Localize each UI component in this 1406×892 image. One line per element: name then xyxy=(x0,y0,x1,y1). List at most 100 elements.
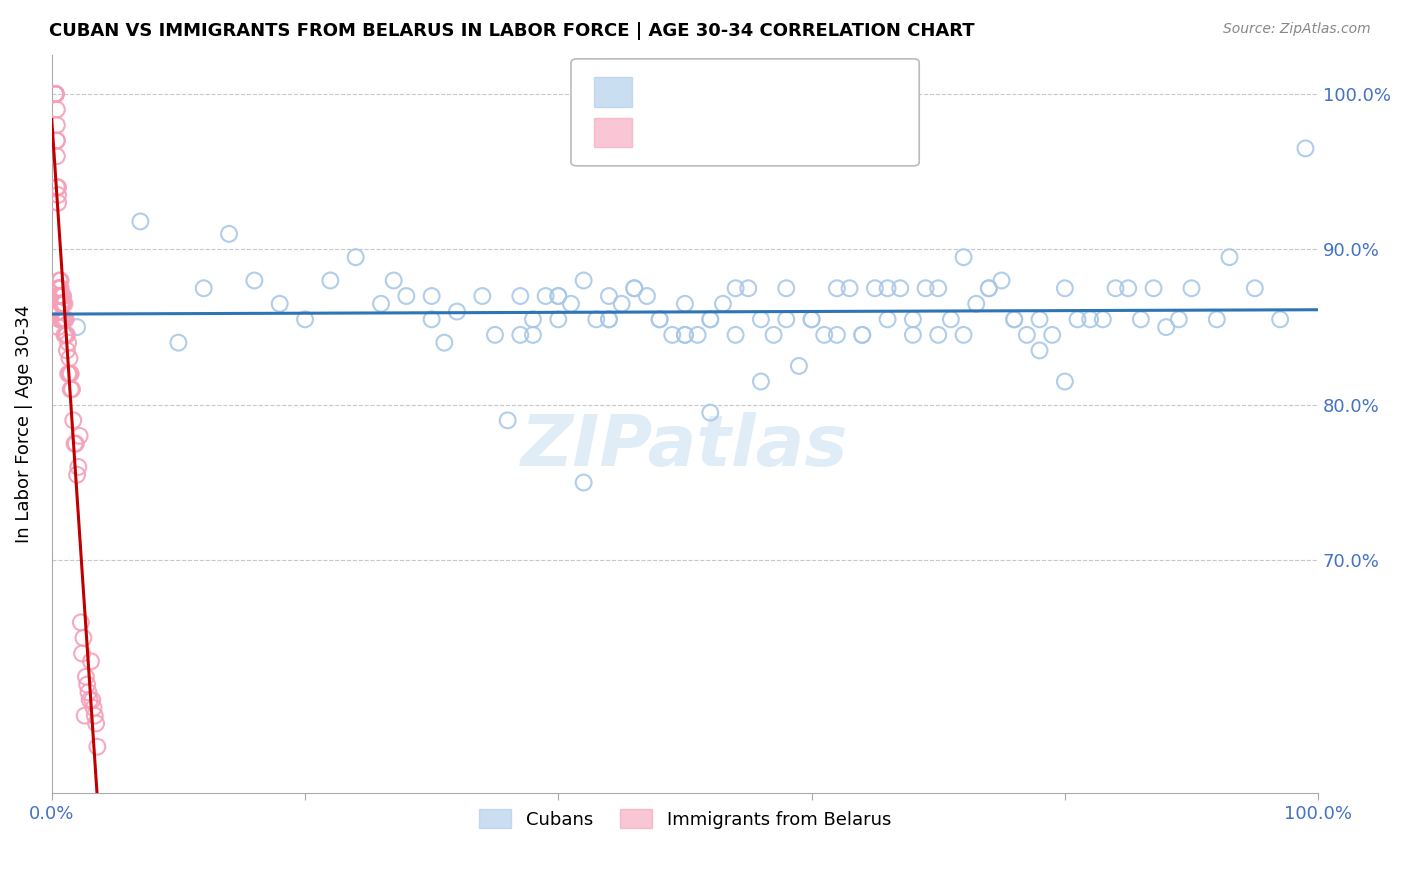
Point xyxy=(58,367,80,381)
Point xyxy=(927,327,949,342)
Point xyxy=(420,289,443,303)
Point xyxy=(1002,312,1025,326)
Point xyxy=(825,327,848,342)
Point xyxy=(673,327,696,342)
Point xyxy=(48,304,70,318)
Text: Source: ZipAtlas.com: Source: ZipAtlas.com xyxy=(1223,22,1371,37)
Point xyxy=(547,312,569,326)
FancyBboxPatch shape xyxy=(593,78,631,107)
Point xyxy=(63,436,86,450)
Point xyxy=(939,312,962,326)
Point xyxy=(560,297,582,311)
Point xyxy=(598,312,620,326)
Point xyxy=(72,631,94,645)
Point xyxy=(46,281,69,295)
Point xyxy=(547,289,569,303)
Point xyxy=(598,312,620,326)
Point xyxy=(699,312,721,326)
Point xyxy=(45,118,67,132)
Text: N =  72: N = 72 xyxy=(786,114,855,132)
Point xyxy=(70,647,93,661)
Point xyxy=(53,297,76,311)
Point xyxy=(48,281,70,295)
Point xyxy=(800,312,823,326)
Point xyxy=(598,289,620,303)
Point xyxy=(56,343,79,358)
Point xyxy=(46,195,69,210)
Point xyxy=(51,297,73,311)
Point xyxy=(648,312,671,326)
Point xyxy=(49,312,72,326)
Point xyxy=(51,312,73,326)
Point xyxy=(471,289,494,303)
Legend: Cubans, Immigrants from Belarus: Cubans, Immigrants from Belarus xyxy=(471,802,898,836)
Point xyxy=(1078,312,1101,326)
Point xyxy=(370,297,392,311)
Point xyxy=(825,281,848,295)
Point xyxy=(76,677,98,691)
Point xyxy=(927,281,949,295)
Point xyxy=(46,289,69,303)
Text: ZIPatlas: ZIPatlas xyxy=(522,412,849,481)
Point xyxy=(84,716,107,731)
Point xyxy=(48,312,70,326)
Point xyxy=(1205,312,1227,326)
Point xyxy=(49,289,72,303)
Point xyxy=(45,103,67,117)
Point xyxy=(711,297,734,311)
Point xyxy=(59,367,82,381)
Point xyxy=(86,739,108,754)
Point xyxy=(1015,327,1038,342)
Point xyxy=(673,297,696,311)
Point xyxy=(699,406,721,420)
Point xyxy=(59,382,82,396)
Point xyxy=(534,289,557,303)
Point xyxy=(52,312,75,326)
Point xyxy=(775,312,797,326)
Point xyxy=(813,327,835,342)
Point xyxy=(46,188,69,202)
Point xyxy=(673,327,696,342)
Point xyxy=(1116,281,1139,295)
Point xyxy=(977,281,1000,295)
Point xyxy=(509,327,531,342)
Point xyxy=(775,281,797,295)
Point xyxy=(82,693,104,707)
Point xyxy=(496,413,519,427)
Point xyxy=(294,312,316,326)
Point xyxy=(45,134,67,148)
Point xyxy=(83,701,105,715)
Point xyxy=(686,327,709,342)
Point xyxy=(1142,281,1164,295)
Point xyxy=(1091,312,1114,326)
Point xyxy=(509,289,531,303)
Point xyxy=(889,281,911,295)
Point xyxy=(129,214,152,228)
Point xyxy=(1053,281,1076,295)
Point xyxy=(623,281,645,295)
Point xyxy=(851,327,873,342)
Point xyxy=(990,273,1012,287)
Point xyxy=(56,327,79,342)
Point xyxy=(724,281,747,295)
Point xyxy=(58,351,80,366)
Point xyxy=(699,312,721,326)
Point xyxy=(48,273,70,287)
Point xyxy=(269,297,291,311)
Point xyxy=(83,708,105,723)
Point xyxy=(800,312,823,326)
Point xyxy=(45,87,67,101)
Point xyxy=(45,87,67,101)
Point xyxy=(45,87,67,101)
Point xyxy=(901,312,924,326)
Point xyxy=(420,312,443,326)
Point xyxy=(382,273,405,287)
Point xyxy=(45,87,67,101)
Point xyxy=(876,312,898,326)
Point xyxy=(977,281,1000,295)
Text: R = 0.288: R = 0.288 xyxy=(641,114,731,132)
Point xyxy=(648,312,671,326)
Point xyxy=(952,250,974,264)
Point xyxy=(661,327,683,342)
Point xyxy=(51,289,73,303)
